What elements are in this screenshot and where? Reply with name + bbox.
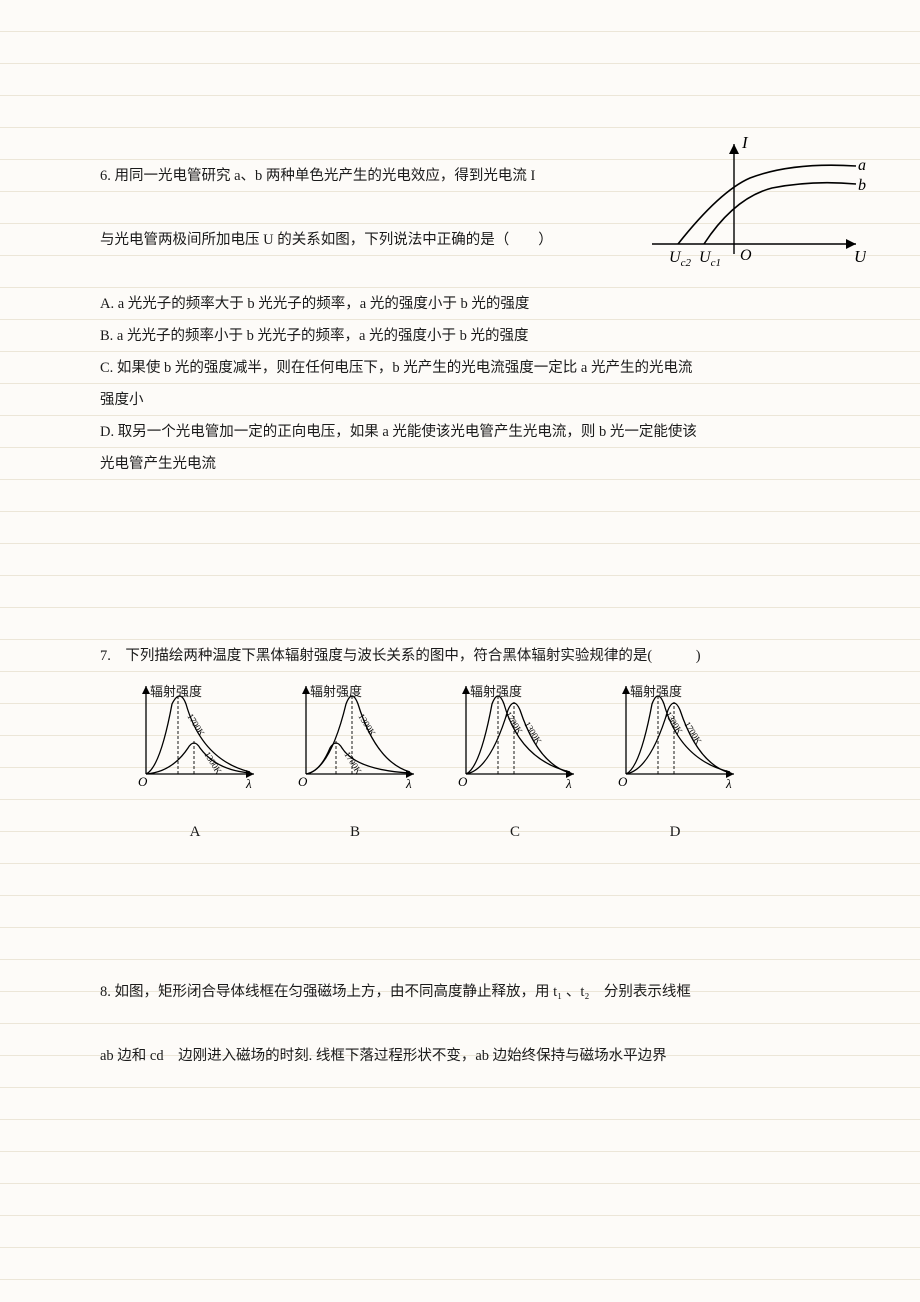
q7A-hi: 1700K xyxy=(185,712,207,739)
q7A-xlabel: λ xyxy=(245,776,252,788)
q7-stem: 7. 下列描绘两种温度下黑体辐射强度与波长关系的图中，符合黑体辐射实验规律的是(… xyxy=(100,640,820,672)
q6-option-d-line2: 光电管产生光电流 xyxy=(100,448,820,480)
axis-label-I: I xyxy=(741,136,749,152)
uc1-label: Uc1 xyxy=(699,249,721,269)
q7B-origin: O xyxy=(298,774,308,788)
q7-label-B: B xyxy=(290,816,420,848)
q7-chart-A: 1700K 1300K O λ 辐射强度 A xyxy=(130,678,260,848)
q6-option-d-line1: D. 取另一个光电管加一定的正向电压，如果 a 光能使该光电管产生光电流，则 b… xyxy=(100,416,820,448)
q7-chart-B: 1300K 1700K O λ 辐射强度 B xyxy=(290,678,420,848)
axis-label-U: U xyxy=(854,247,866,266)
uc2-label: Uc2 xyxy=(669,249,691,269)
q7-chart-D: 1300K 1700K O λ 辐射强度 D xyxy=(610,678,740,848)
q7A-lo: 1300K xyxy=(202,750,224,777)
q7-label-C: C xyxy=(450,816,580,848)
curve-b-label: b xyxy=(858,177,866,194)
q8-line2: ab 边和 cd 边刚进入磁场的时刻. 线框下落过程形状不变，ab 边始终保持与… xyxy=(100,1040,820,1072)
q7D-origin: O xyxy=(618,774,628,788)
q7-chart-C: 1700K 1300K O λ 辐射强度 C xyxy=(450,678,580,848)
q6-option-b: B. a 光光子的频率小于 b 光光子的频率，a 光的强度小于 b 光的强度 xyxy=(100,320,820,352)
origin-label: O xyxy=(740,247,752,264)
q7B-ylabel: 辐射强度 xyxy=(310,676,420,708)
q7B-lo: 1300K xyxy=(356,712,378,739)
q7C-origin: O xyxy=(458,774,468,788)
q7D-hi: 1700K xyxy=(682,720,704,747)
q7B-xlabel: λ xyxy=(405,776,412,788)
q6-option-c-line2: 强度小 xyxy=(100,384,820,416)
q7D-ylabel: 辐射强度 xyxy=(630,676,740,708)
q6-option-a: A. a 光光子的频率大于 b 光光子的频率，a 光的强度小于 b 光的强度 xyxy=(100,288,820,320)
q7A-origin: O xyxy=(138,774,148,788)
q7C-ylabel: 辐射强度 xyxy=(470,676,580,708)
q7-charts-row: 1700K 1300K O λ 辐射强度 A xyxy=(130,678,820,848)
q8-line1: 8. 如图，矩形闭合导体线框在匀强磁场上方，由不同高度静止释放，用 t₁ 、t₂… xyxy=(100,976,820,1008)
q7-label-A: A xyxy=(130,816,260,848)
q6-option-c-line1: C. 如果使 b 光的强度减半，则在任何电压下，b 光产生的光电流强度一定比 a… xyxy=(100,352,820,384)
q7A-ylabel: 辐射强度 xyxy=(150,676,260,708)
q6-iv-graph: I U O a b Uc2 Uc1 xyxy=(642,136,866,276)
q7-label-D: D xyxy=(610,816,740,848)
q7D-xlabel: λ xyxy=(725,776,732,788)
q7C-xlabel: λ xyxy=(565,776,572,788)
curve-a-label: a xyxy=(858,157,866,174)
q7C-lo: 1300K xyxy=(522,720,544,747)
